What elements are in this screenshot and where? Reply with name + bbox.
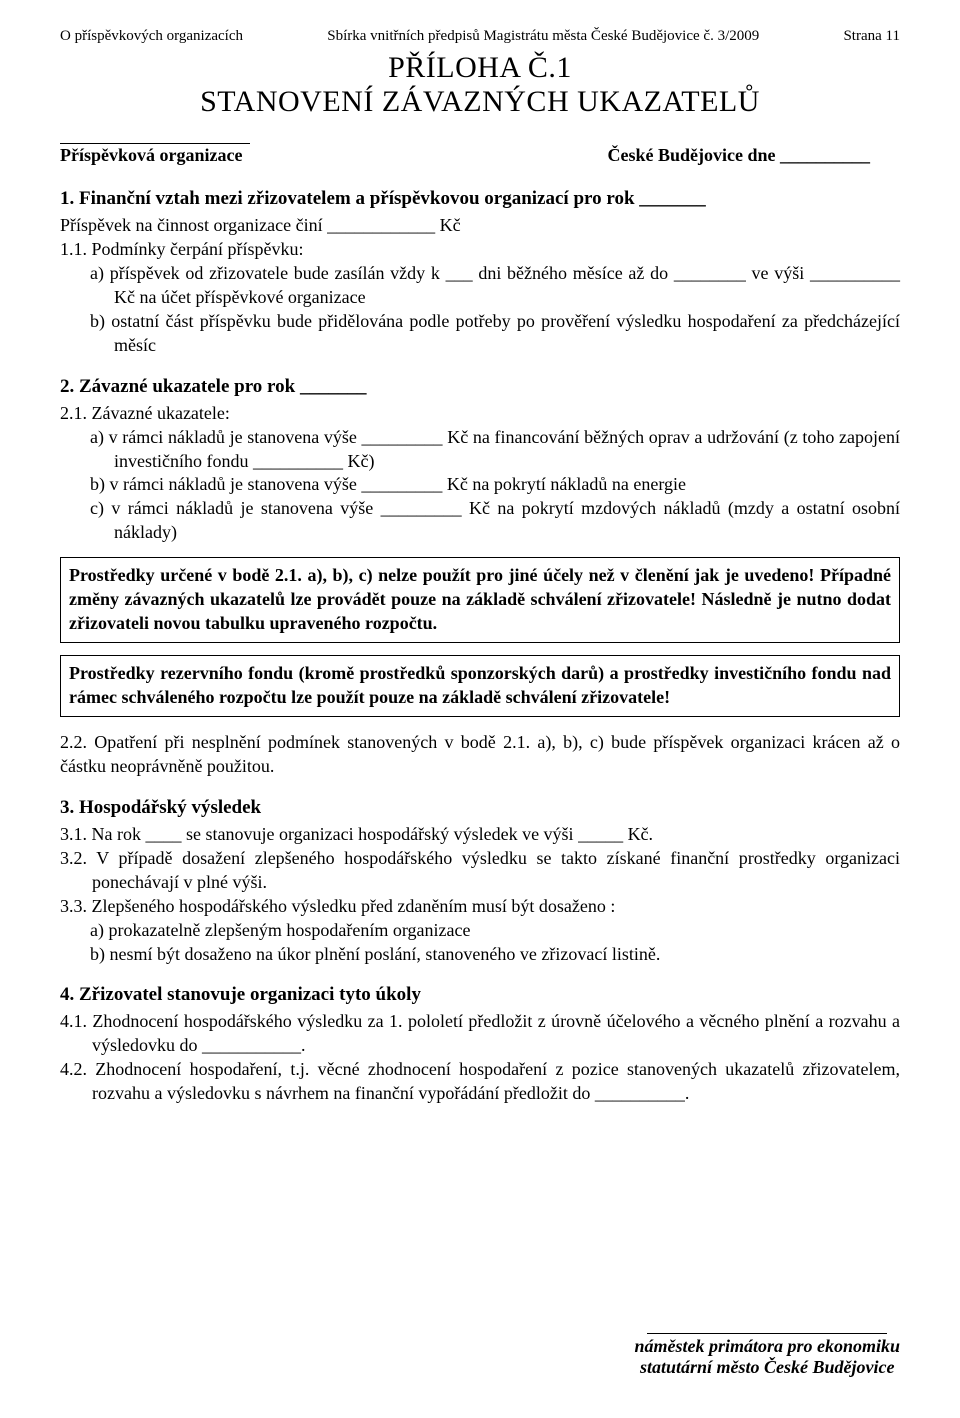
s3-b: b) nesmí být dosaženo na úkor plnění pos…	[114, 943, 900, 967]
header-right: Strana 11	[843, 28, 900, 45]
section-4-heading: 4. Zřizovatel stanovuje organizaci tyto …	[60, 984, 900, 1006]
signature-title-1: náměstek primátora pro ekonomiku	[634, 1336, 900, 1357]
header-center: Sbírka vnitřních předpisů Magistrátu měs…	[327, 28, 759, 45]
s3-1: 3.1. Na rok ____ se stanovuje organizaci…	[60, 823, 900, 847]
s1-intro-b: Kč	[435, 215, 461, 235]
s3-2: 3.2. V případě dosažení zlepšeného hospo…	[60, 847, 900, 895]
org-underline	[60, 143, 250, 144]
section-1-intro: Příspěvek na činnost organizace činí ___…	[60, 214, 900, 238]
page: O příspěvkových organizacích Sbírka vnit…	[0, 0, 960, 1418]
s3-3: 3.3. Zlepšeného hospodářského výsledku p…	[60, 895, 900, 919]
s2-1: 2.1. Závazné ukazatele:	[60, 402, 900, 426]
org-name: Příspěvková organizace	[60, 145, 242, 166]
signature-line	[647, 1333, 887, 1334]
box-2: Prostředky rezervního fondu (kromě prost…	[60, 655, 900, 717]
s3-a: a) prokazatelně zlepšeným hospodařením o…	[114, 919, 900, 943]
s1-intro-blank: ____________	[327, 214, 435, 238]
s3-list: a) prokazatelně zlepšeným hospodařením o…	[60, 919, 900, 967]
org-date-blank: __________	[780, 145, 900, 166]
s4-1: 4.1. Zhodnocení hospodářského výsledku z…	[60, 1010, 900, 1058]
section-2-heading: 2. Závazné ukazatele pro rok _______	[60, 376, 900, 398]
signature-title-2: statutární město České Budějovice	[634, 1357, 900, 1378]
s1-list: a) příspěvek od zřizovatele bude zasílán…	[60, 262, 900, 358]
header-left: O příspěvkových organizacích	[60, 28, 243, 45]
signature-bold-n: n	[634, 1336, 644, 1356]
org-date: České Budějovice dne __________	[608, 145, 901, 166]
section-1-heading: 1. Finanční vztah mezi zřizovatelem a př…	[60, 188, 900, 210]
s1-b: b) ostatní část příspěvku bude přidělová…	[114, 310, 900, 358]
s2-a: a) v rámci nákladů je stanovena výše ___…	[114, 426, 900, 474]
s1-1-1: 1.1. Podmínky čerpání příspěvku:	[60, 238, 900, 262]
title-line-2: STANOVENÍ ZÁVAZNÝCH UKAZATELŮ	[60, 85, 900, 119]
s2-c: c) v rámci nákladů je stanovena výše ___…	[114, 497, 900, 545]
signature-block: náměstek primátora pro ekonomiku statutá…	[634, 1333, 900, 1378]
org-date-prefix: České Budějovice dne	[608, 145, 781, 165]
s1-a: a) příspěvek od zřizovatele bude zasílán…	[114, 262, 900, 310]
s4-2: 4.2. Zhodnocení hospodaření, t.j. věcné …	[60, 1058, 900, 1106]
running-header: O příspěvkových organizacích Sbírka vnit…	[60, 28, 900, 45]
s2-2: 2.2. Opatření při nesplnění podmínek sta…	[60, 731, 900, 779]
section-3-heading: 3. Hospodářský výsledek	[60, 797, 900, 819]
org-name-text: Příspěvková organizace	[60, 145, 242, 165]
s2-b: b) v rámci nákladů je stanovena výše ___…	[114, 473, 900, 497]
s2-list: a) v rámci nákladů je stanovena výše ___…	[60, 426, 900, 546]
title-block: PŘÍLOHA Č.1 STANOVENÍ ZÁVAZNÝCH UKAZATEL…	[60, 51, 900, 119]
title-line-1: PŘÍLOHA Č.1	[60, 51, 900, 85]
signature-title-1-rest: áměstek primátora pro ekonomiku	[644, 1336, 900, 1356]
s1-intro-a: Příspěvek na činnost organizace činí	[60, 215, 327, 235]
box-1: Prostředky určené v bodě 2.1. a), b), c)…	[60, 557, 900, 643]
org-row: Příspěvková organizace České Budějovice …	[60, 145, 900, 166]
